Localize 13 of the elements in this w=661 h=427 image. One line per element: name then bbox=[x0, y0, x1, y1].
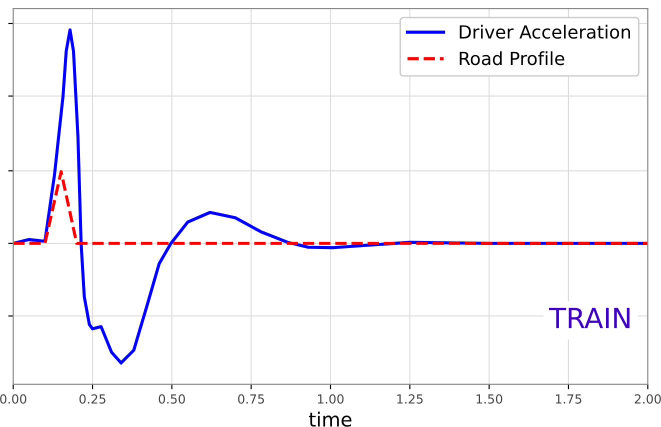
x-tick-label: 0.50 bbox=[158, 394, 185, 404]
x-tick-label: 1.00 bbox=[318, 394, 344, 404]
x-axis-title: time bbox=[309, 412, 352, 427]
legend-label: Driver Acceleration bbox=[460, 24, 630, 39]
x-tick-label: 1.25 bbox=[397, 394, 423, 404]
x-tick-label: 0.75 bbox=[238, 394, 264, 404]
x-tick-label: 1.50 bbox=[476, 394, 502, 404]
annotation: TRAIN bbox=[549, 308, 630, 328]
x-tick-label: 2.00 bbox=[634, 394, 661, 404]
x-tick-label: 1.75 bbox=[556, 394, 582, 404]
x-tick-label: 0.00 bbox=[0, 394, 26, 404]
legend-label: Road Profile bbox=[460, 51, 564, 66]
x-tick-label: 0.25 bbox=[79, 394, 106, 404]
